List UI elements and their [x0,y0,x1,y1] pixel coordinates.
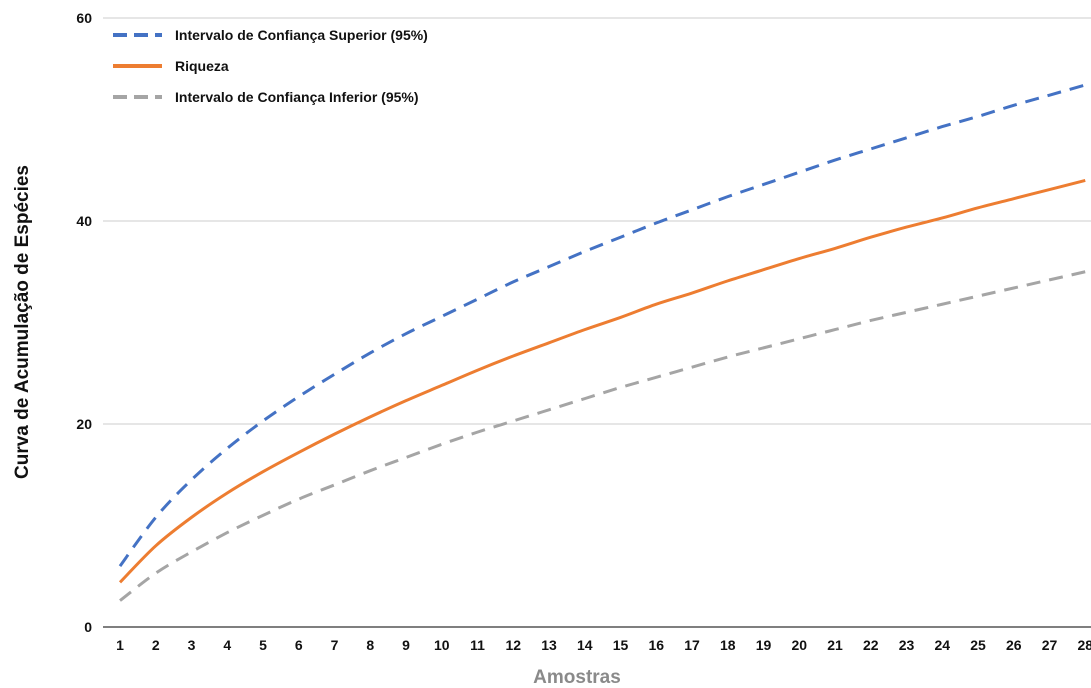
x-tick-label: 14 [577,637,593,653]
x-tick-label: 6 [295,637,303,653]
x-tick-label: 4 [223,637,231,653]
x-tick-label: 7 [331,637,339,653]
x-tick-label: 5 [259,637,267,653]
x-axis-ticks: 1 2 3 4 5 6 7 8 9 10 11 12 13 14 15 16 17 18 19 20 21 22 23 24 2… [116,637,1091,653]
legend-label-riqueza: Riqueza [175,58,229,74]
x-tick-label: 28 [1077,637,1091,653]
x-tick-label: 11 [470,637,485,653]
x-tick-label: 1 [116,637,124,653]
grid-layer [103,17,1091,628]
x-tick-label: 26 [1006,637,1022,653]
y-tick-label: 60 [76,10,92,26]
series-line-riqueza [118,178,1086,584]
series-line-upper-ci [118,83,1086,567]
x-tick-label: 10 [434,637,450,653]
x-tick-label: 3 [188,637,196,653]
legend: Intervalo de Confiança Superior (95%) Riq… [113,27,428,105]
x-tick-label: 16 [648,637,664,653]
x-tick-label: 15 [613,637,629,653]
x-tick-label: 8 [366,637,374,653]
x-tick-label: 22 [863,637,879,653]
x-tick-label: 20 [791,637,807,653]
x-tick-label: 19 [756,637,772,653]
y-axis-ticks: 0 20 40 60 [76,10,92,635]
x-tick-label: 27 [1042,637,1058,653]
x-axis-title: Amostras [533,667,621,688]
x-tick-label: 25 [970,637,986,653]
x-tick-label: 9 [402,637,410,653]
x-tick-label: 24 [934,637,950,653]
y-axis-title: Curva de Acumulação de Espécies [12,165,33,479]
series-line-lower-ci [119,270,1086,602]
y-tick-label: 0 [84,619,92,635]
series-layer [118,83,1086,602]
x-tick-label: 23 [899,637,915,653]
x-tick-label: 17 [684,637,700,653]
legend-label-upper-ci: Intervalo de Confiança Superior (95%) [175,27,428,43]
x-tick-label: 12 [505,637,521,653]
x-tick-label: 13 [541,637,557,653]
x-tick-label: 18 [720,637,736,653]
y-tick-label: 40 [76,213,92,229]
y-tick-label: 20 [76,416,92,432]
x-tick-label: 2 [152,637,160,653]
x-tick-label: 21 [827,637,843,653]
legend-label-lower-ci: Intervalo de Confiança Inferior (95%) [175,89,419,105]
